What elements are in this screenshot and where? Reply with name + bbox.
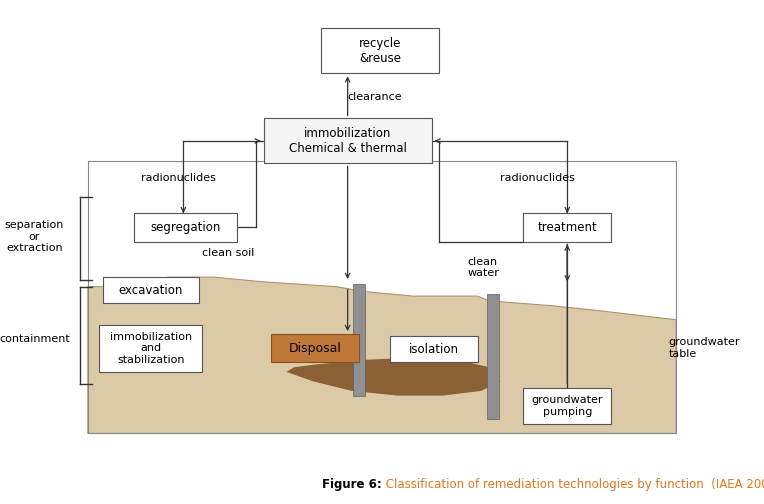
Text: clean
water: clean water (468, 257, 500, 279)
Text: groundwater
pumping: groundwater pumping (532, 396, 603, 417)
Text: treatment: treatment (537, 221, 597, 234)
Bar (103, 277, 199, 303)
Text: Disposal: Disposal (289, 342, 342, 355)
Text: immobilization
Chemical & thermal: immobilization Chemical & thermal (289, 127, 406, 155)
Text: clearance: clearance (347, 92, 402, 102)
Text: radionuclides: radionuclides (141, 173, 216, 182)
Text: Figure 6:: Figure 6: (322, 478, 382, 491)
Text: excavation: excavation (118, 284, 183, 297)
Bar (321, 28, 439, 74)
Bar (271, 334, 359, 362)
Text: isolation: isolation (409, 343, 458, 356)
Text: segregation: segregation (150, 221, 221, 234)
Text: Classification of remediation technologies by function  (IAEA 2004).: Classification of remediation technologi… (382, 478, 764, 491)
Polygon shape (286, 358, 500, 396)
Polygon shape (88, 277, 676, 433)
Text: clean soil: clean soil (202, 248, 255, 259)
Text: recycle
&reuse: recycle &reuse (359, 37, 401, 65)
Bar (88, 161, 676, 433)
Text: immobilization
and
stabilization: immobilization and stabilization (110, 332, 192, 365)
Text: radionuclides: radionuclides (500, 173, 575, 182)
Bar (523, 213, 611, 241)
Text: containment: containment (0, 334, 70, 344)
Text: groundwater
table: groundwater table (668, 337, 740, 359)
Bar (99, 325, 202, 372)
Bar (264, 118, 432, 163)
Bar (353, 284, 365, 396)
Bar (390, 336, 478, 362)
Bar (134, 213, 237, 241)
Polygon shape (88, 379, 676, 433)
Bar (487, 294, 499, 419)
Bar (523, 389, 611, 424)
Text: separation
or
extraction: separation or extraction (5, 220, 64, 254)
